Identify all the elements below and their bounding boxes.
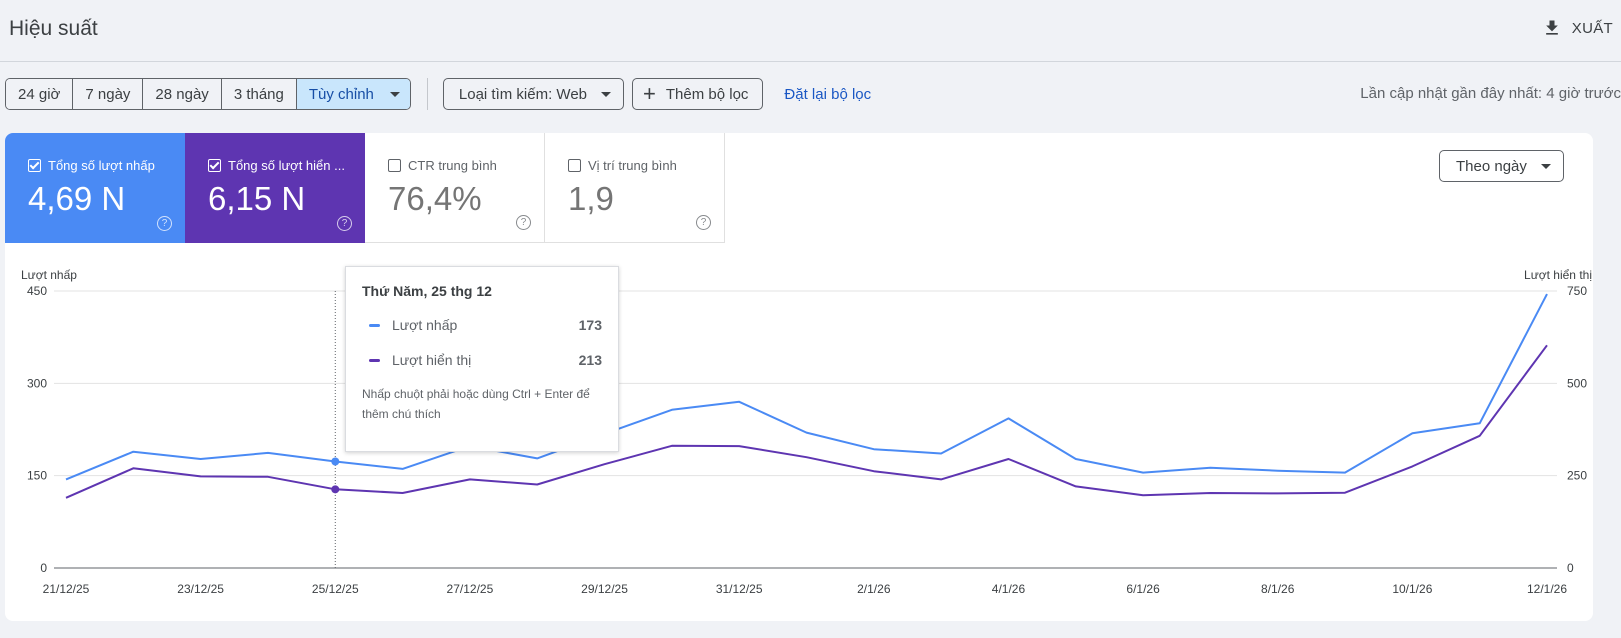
range-custom-button[interactable]: Tùy chỉnh <box>296 79 410 109</box>
help-icon[interactable]: ? <box>157 216 172 231</box>
right-tick-label: 0 <box>1567 561 1574 575</box>
series-swatch-clicks <box>369 323 380 327</box>
right-tick-label: 500 <box>1567 376 1587 390</box>
left-axis-title: Lượt nhấp <box>21 268 77 282</box>
metric-value: 6,15 N <box>208 180 306 217</box>
plus-icon: + <box>643 81 656 106</box>
reset-filter-link[interactable]: Đặt lại bộ lọc <box>784 85 872 103</box>
series-swatch-impressions <box>369 358 380 362</box>
series-line <box>65 344 1548 499</box>
x-tick-label: 4/1/26 <box>992 582 1026 596</box>
metric-total-clicks[interactable]: Tổng số lượt nhấp 4,69 N ? <box>5 133 185 243</box>
left-tick-label: 300 <box>27 376 47 390</box>
range-3m-button[interactable]: 3 tháng <box>221 79 297 109</box>
search-type-dropdown[interactable]: Loại tìm kiếm: Web <box>442 78 625 110</box>
metric-value: 76,4% <box>388 180 482 217</box>
help-icon[interactable]: ? <box>696 215 711 230</box>
chevron-down-icon <box>601 91 612 97</box>
metric-total-impressions[interactable]: Tổng số lượt hiển ... 6,15 N ? <box>185 133 365 243</box>
checkbox-icon <box>208 159 221 172</box>
metric-label: Vị trí trung bình <box>588 158 677 173</box>
x-tick-label: 31/12/25 <box>716 582 763 596</box>
left-tick-label: 450 <box>27 284 47 298</box>
granularity-label: Theo ngày <box>1456 157 1527 175</box>
checkbox-icon <box>28 159 41 172</box>
x-tick-label: 12/1/26 <box>1527 582 1567 596</box>
x-tick-label: 6/1/26 <box>1126 582 1160 596</box>
range-28d-button[interactable]: 28 ngày <box>143 79 222 109</box>
right-axis-title: Lượt hiển thị <box>1524 268 1592 282</box>
metric-value: 1,9 <box>568 180 614 217</box>
x-tick-label: 25/12/25 <box>312 582 359 596</box>
date-range-selector: 24 giờ 7 ngày 28 ngày 3 tháng Tùy chỉnh <box>5 78 411 110</box>
tooltip-label: Lượt hiển thị <box>392 352 472 368</box>
chart-tooltip: Thứ Năm, 25 thg 12 Lượt nhấp 173 Lượt hi… <box>345 266 619 452</box>
checkbox-icon <box>568 159 581 172</box>
tooltip-label: Lượt nhấp <box>392 317 458 333</box>
page-title: Hiệu suất <box>9 17 98 40</box>
hover-point <box>331 485 340 494</box>
granularity-dropdown[interactable]: Theo ngày <box>1439 150 1564 182</box>
metric-label: CTR trung bình <box>408 158 497 173</box>
chevron-down-icon <box>1541 164 1551 169</box>
hover-point <box>331 457 340 466</box>
download-icon <box>1545 20 1558 35</box>
tooltip-date: Thứ Năm, 25 thg 12 <box>362 283 492 299</box>
tooltip-row-clicks: Lượt nhấp 173 <box>362 316 602 334</box>
filter-toolbar: 24 giờ 7 ngày 28 ngày 3 tháng Tùy chỉnh … <box>5 78 871 110</box>
metric-average-position[interactable]: Vị trí trung bình 1,9 ? <box>545 133 725 243</box>
checkbox-icon <box>388 159 401 172</box>
search-type-label: Loại tìm kiếm: Web <box>458 85 588 103</box>
add-filter-label: Thêm bộ lọc <box>665 85 749 103</box>
series-line <box>65 293 1548 481</box>
tooltip-value: 213 <box>578 352 602 368</box>
right-tick-label: 750 <box>1567 284 1587 298</box>
last-updated-text: Lần cập nhật gần đây nhất: 4 giờ trước <box>1360 85 1621 102</box>
metric-label: Tổng số lượt nhấp <box>48 158 155 173</box>
toolbar-divider <box>426 78 428 110</box>
tooltip-value: 173 <box>578 317 602 333</box>
left-tick-label: 150 <box>27 469 47 483</box>
left-tick-label: 0 <box>40 561 47 575</box>
range-24h-button[interactable]: 24 giờ <box>6 79 74 109</box>
chevron-down-icon <box>389 91 400 97</box>
x-tick-label: 21/12/25 <box>43 582 90 596</box>
tooltip-annotation-hint: Nhấp chuột phải hoặc dùng Ctrl + Enter đ… <box>362 387 590 421</box>
x-tick-label: 23/12/25 <box>177 582 224 596</box>
x-tick-label: 10/1/26 <box>1392 582 1432 596</box>
export-label: XUẤT <box>1571 19 1613 37</box>
performance-card: Tổng số lượt nhấp 4,69 N ? Tổng số lượt … <box>5 133 1593 621</box>
x-tick-label: 27/12/25 <box>447 582 494 596</box>
metric-value: 4,69 N <box>28 180 126 217</box>
tooltip-row-impressions: Lượt hiển thị 213 <box>362 351 602 369</box>
metric-label: Tổng số lượt hiển ... <box>228 158 345 173</box>
range-7d-button[interactable]: 7 ngày <box>73 79 144 109</box>
x-tick-label: 29/12/25 <box>581 582 628 596</box>
x-tick-label: 2/1/26 <box>857 582 891 596</box>
page-header: Hiệu suất XUẤT <box>0 0 1621 62</box>
range-custom-label: Tùy chỉnh <box>308 85 374 103</box>
right-tick-label: 250 <box>1567 469 1587 483</box>
x-tick-label: 8/1/26 <box>1261 582 1295 596</box>
export-button[interactable]: XUẤT <box>1542 18 1613 38</box>
add-filter-button[interactable]: + Thêm bộ lọc <box>632 78 764 110</box>
metric-average-ctr[interactable]: CTR trung bình 76,4% ? <box>365 133 545 243</box>
help-icon[interactable]: ? <box>337 216 352 231</box>
help-icon[interactable]: ? <box>516 215 531 230</box>
